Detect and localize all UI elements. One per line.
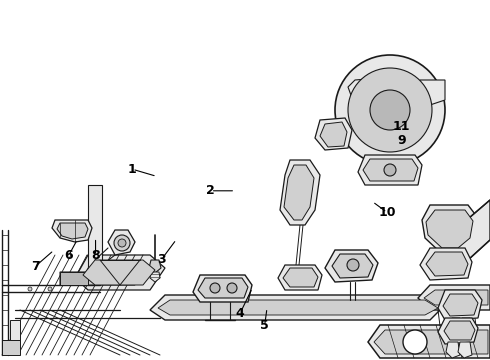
- Circle shape: [384, 164, 396, 176]
- Polygon shape: [88, 185, 102, 280]
- Polygon shape: [284, 165, 314, 220]
- Text: 8: 8: [91, 249, 100, 262]
- Polygon shape: [2, 340, 20, 355]
- Polygon shape: [418, 80, 445, 105]
- Polygon shape: [52, 220, 92, 242]
- Circle shape: [210, 283, 220, 293]
- Polygon shape: [420, 248, 472, 280]
- Polygon shape: [283, 268, 318, 287]
- Circle shape: [48, 287, 52, 291]
- Text: 11: 11: [393, 120, 411, 132]
- Polygon shape: [60, 272, 135, 285]
- Polygon shape: [158, 300, 438, 315]
- Polygon shape: [320, 122, 347, 147]
- Polygon shape: [10, 320, 20, 340]
- Polygon shape: [149, 260, 161, 273]
- Circle shape: [114, 235, 130, 251]
- Circle shape: [335, 55, 445, 165]
- Polygon shape: [426, 252, 468, 276]
- Polygon shape: [83, 260, 155, 285]
- Text: 5: 5: [260, 319, 269, 332]
- Polygon shape: [418, 285, 490, 310]
- Polygon shape: [448, 318, 462, 335]
- Text: 3: 3: [157, 253, 166, 266]
- Circle shape: [28, 287, 32, 291]
- Polygon shape: [332, 254, 373, 278]
- Polygon shape: [374, 330, 488, 354]
- Polygon shape: [348, 78, 382, 100]
- Polygon shape: [150, 272, 160, 282]
- Circle shape: [403, 330, 427, 354]
- Polygon shape: [448, 200, 490, 260]
- Polygon shape: [363, 159, 418, 181]
- Circle shape: [118, 239, 126, 247]
- Circle shape: [347, 259, 359, 271]
- Polygon shape: [458, 318, 472, 335]
- Circle shape: [227, 283, 237, 293]
- Polygon shape: [198, 278, 248, 298]
- Circle shape: [370, 90, 410, 130]
- Polygon shape: [438, 318, 478, 344]
- Polygon shape: [446, 342, 460, 358]
- Text: 9: 9: [397, 134, 406, 147]
- Polygon shape: [75, 255, 165, 290]
- Polygon shape: [438, 290, 482, 320]
- Polygon shape: [57, 223, 88, 239]
- Polygon shape: [444, 321, 475, 340]
- Polygon shape: [443, 294, 478, 316]
- Text: 4: 4: [236, 307, 245, 320]
- Text: 10: 10: [378, 206, 396, 219]
- Polygon shape: [193, 275, 252, 302]
- Polygon shape: [424, 290, 488, 305]
- Text: 2: 2: [206, 184, 215, 197]
- Text: 1: 1: [128, 163, 137, 176]
- Polygon shape: [280, 160, 320, 225]
- Polygon shape: [368, 325, 490, 358]
- Polygon shape: [426, 210, 473, 248]
- Polygon shape: [150, 295, 445, 320]
- Text: 6: 6: [64, 249, 73, 262]
- Polygon shape: [458, 342, 472, 358]
- Polygon shape: [325, 250, 378, 282]
- Polygon shape: [60, 272, 88, 285]
- Text: 7: 7: [31, 260, 40, 273]
- Polygon shape: [278, 265, 322, 290]
- Polygon shape: [358, 155, 422, 185]
- Polygon shape: [108, 230, 135, 255]
- Polygon shape: [315, 118, 352, 150]
- Circle shape: [348, 68, 432, 152]
- Polygon shape: [422, 205, 478, 252]
